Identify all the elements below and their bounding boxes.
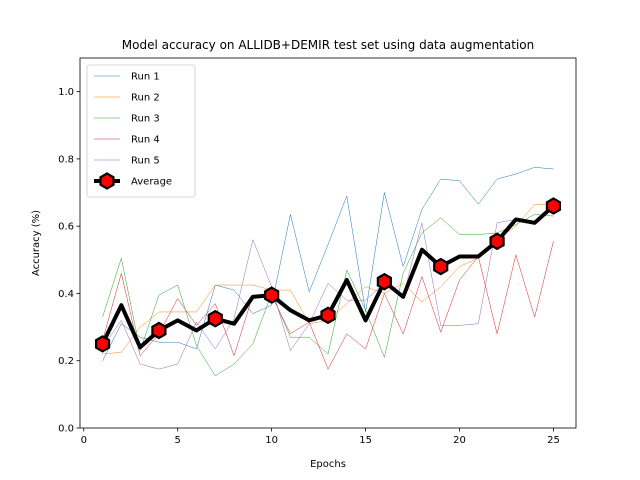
- x-tick-label: 10: [265, 435, 278, 446]
- average-point-marker: [433, 257, 449, 276]
- y-axis-title: Accuracy (%): [31, 210, 42, 276]
- markers-layer: [94, 197, 562, 353]
- y-tick-label: 0.0: [58, 424, 74, 435]
- average-point-marker: [376, 272, 392, 291]
- average-point-marker: [207, 309, 223, 328]
- x-tick-label: 20: [453, 435, 466, 446]
- x-tick-label: 15: [359, 435, 372, 446]
- legend-label-run-3: Run 3: [131, 114, 160, 125]
- x-axis-title: Epochs: [310, 459, 346, 470]
- y-tick-label: 0.2: [58, 356, 74, 367]
- chart-title: Model accuracy on ALLIDB+DEMIR test set …: [122, 38, 534, 52]
- y-tick-label: 0.4: [58, 289, 74, 300]
- legend-label-run-5: Run 5: [131, 156, 160, 167]
- x-axis: 0 5 10 15 20 25: [81, 428, 560, 446]
- series-line-run-5: [102, 205, 554, 370]
- x-tick-label: 0: [81, 435, 87, 446]
- legend-marker-average: [99, 172, 115, 190]
- legend-box: [86, 64, 196, 198]
- y-tick-label: 0.6: [58, 222, 74, 233]
- average-point-marker: [94, 335, 111, 353]
- series-line-run-3: [102, 214, 554, 377]
- average-point-marker: [320, 306, 336, 325]
- legend-label-average: Average: [131, 177, 172, 188]
- average-point-marker: [264, 286, 280, 304]
- legend-label-run-1: Run 1: [131, 72, 160, 83]
- y-axis: 0.0 0.2 0.4 0.6 0.8 1.0: [58, 87, 80, 435]
- legend-label-run-4: Run 4: [131, 135, 160, 146]
- legend: Run 1 Run 2 Run 3 Run 4 Run 5 Average: [86, 64, 196, 198]
- y-tick-label: 0.8: [58, 154, 74, 165]
- x-tick-label: 25: [547, 435, 560, 446]
- average-point-marker: [151, 321, 167, 340]
- y-tick-label: 1.0: [58, 87, 74, 98]
- average-point-marker: [545, 197, 562, 215]
- plot-frame: [79, 57, 577, 429]
- series-line-run-1: [102, 167, 554, 361]
- x-tick-label: 5: [175, 435, 181, 446]
- legend-label-run-2: Run 2: [131, 93, 160, 104]
- average-point-marker: [489, 232, 505, 251]
